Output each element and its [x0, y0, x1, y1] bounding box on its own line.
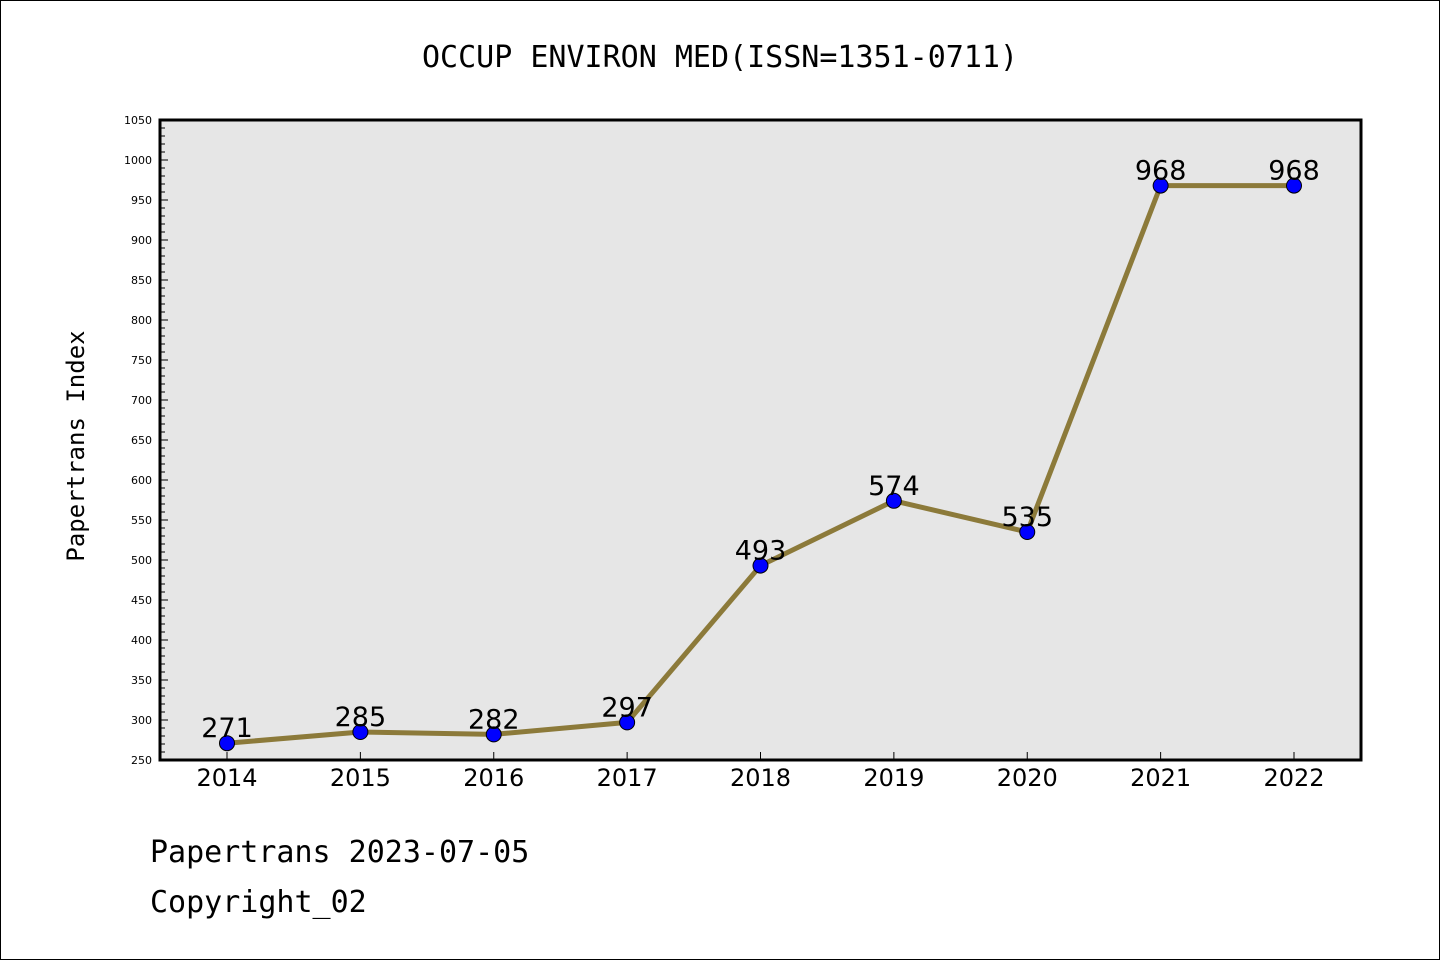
x-tick-label: 2020 [997, 764, 1058, 792]
y-tick-label: 250 [131, 754, 152, 767]
data-point [752, 557, 769, 574]
data-label: 282 [468, 704, 520, 735]
data-point [219, 735, 235, 752]
data-label: 968 [1268, 156, 1320, 187]
data-point [619, 714, 636, 731]
data-label: 297 [601, 692, 653, 723]
data-label: 968 [1135, 156, 1187, 187]
data-point [485, 726, 502, 743]
data-point [1286, 177, 1302, 194]
x-tick-label: 2021 [1130, 764, 1191, 792]
x-tick-label: 2019 [863, 764, 924, 792]
data-labels-group: 271 285 282 297 493 574 535 968 968 [201, 156, 1320, 745]
x-tick-label: 2015 [330, 764, 391, 792]
y-tick-label: 650 [131, 434, 152, 447]
x-tick-label: 2022 [1263, 764, 1324, 792]
data-label: 285 [335, 702, 387, 733]
x-tick-label: 2018 [730, 764, 791, 792]
y-tick-label: 800 [131, 314, 152, 327]
y-tick-label: 750 [131, 354, 152, 367]
y-tick-label: 850 [131, 274, 152, 287]
data-point [352, 724, 369, 740]
y-tick-label: 600 [131, 474, 152, 487]
y-tick-label: 700 [131, 394, 152, 407]
y-tick-label: 550 [131, 514, 152, 527]
data-label: 271 [201, 713, 253, 744]
chart-title: OCCUP ENVIRON MED(ISSN=1351-0711) [422, 40, 1018, 75]
y-tick-label: 450 [131, 594, 152, 607]
footer-copyright: Copyright_02 [150, 885, 367, 920]
y-tick-label: 1050 [124, 114, 152, 127]
x-tick-label: 2016 [463, 764, 524, 792]
y-tick-label: 300 [131, 714, 152, 727]
data-point [1019, 524, 1036, 540]
y-tick-label: 500 [131, 554, 152, 567]
data-point [1152, 177, 1169, 194]
y-tick-label: 350 [131, 674, 152, 687]
y-tick-label: 400 [131, 634, 152, 647]
x-axis: 2014 2015 2016 2017 2018 2019 2020 2021 2022 [196, 752, 1325, 792]
y-tick-label: 950 [131, 194, 152, 207]
y-axis-label: Papertrans Index [62, 330, 90, 561]
data-label: 535 [1001, 502, 1053, 533]
data-point [885, 492, 902, 509]
y-axis: 250 300 350 400 450 500 550 600 650 700 750 800 850 9… [124, 114, 168, 767]
series-line-group [219, 177, 1302, 752]
footer-date: Papertrans 2023-07-05 [150, 835, 530, 870]
data-label: 574 [868, 471, 920, 502]
y-tick-label: 900 [131, 234, 152, 247]
x-tick-label: 2014 [196, 764, 257, 792]
x-tick-label: 2017 [597, 764, 658, 792]
plot-area [158, 118, 1363, 762]
y-tick-label: 1000 [124, 154, 152, 167]
data-label: 493 [735, 536, 787, 567]
